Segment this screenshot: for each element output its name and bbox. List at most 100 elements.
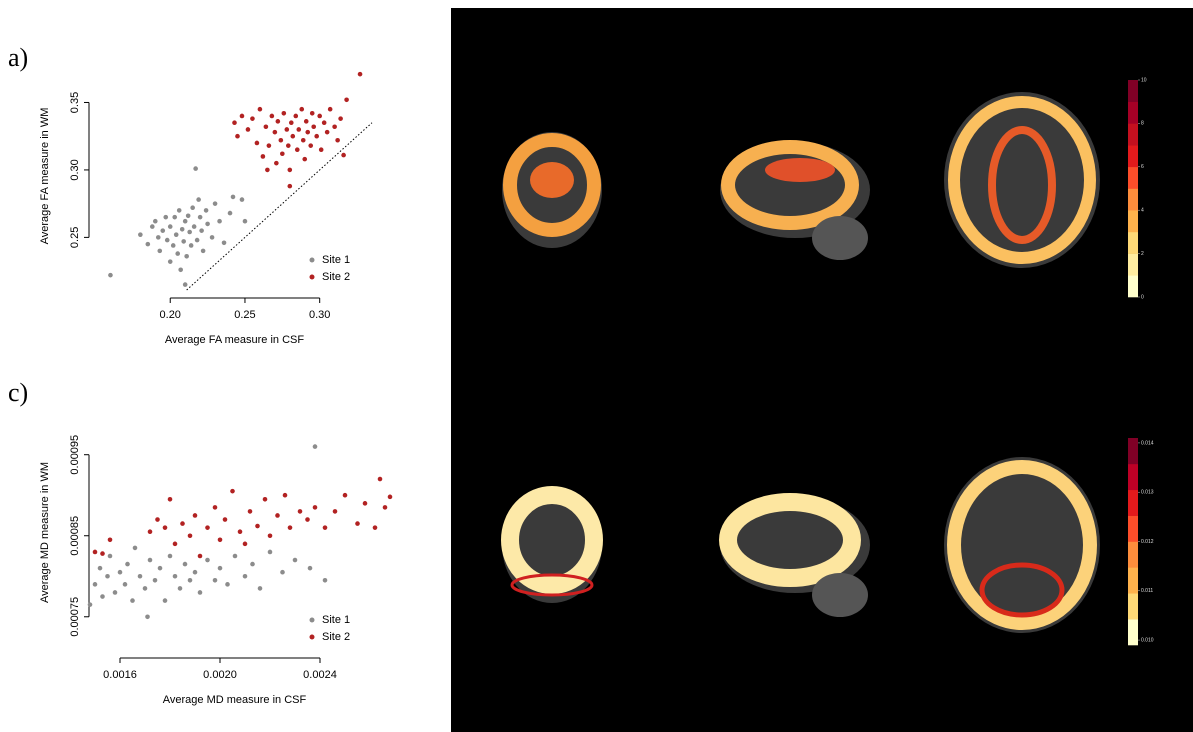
point [107, 537, 113, 543]
colorbar-label: 10 [1141, 77, 1147, 83]
point [192, 513, 198, 518]
point [308, 143, 314, 148]
point [196, 197, 201, 202]
point [332, 509, 338, 514]
point [185, 213, 191, 219]
panel-label: b) [482, 43, 504, 72]
y-tick-label: 0.25 [69, 227, 81, 248]
point [303, 119, 309, 124]
point [173, 232, 179, 237]
point [157, 248, 163, 254]
point [332, 124, 337, 130]
point [287, 167, 293, 173]
point [281, 110, 287, 116]
point [239, 113, 245, 119]
point [287, 525, 293, 530]
colorbar-band [1128, 101, 1138, 124]
legend-label: Site 2 [322, 631, 350, 643]
point [164, 237, 170, 243]
point [250, 116, 255, 121]
point [217, 565, 223, 571]
point [149, 224, 155, 229]
point [172, 541, 178, 547]
point [262, 496, 268, 502]
point [355, 521, 360, 526]
point [288, 120, 294, 126]
point [247, 509, 253, 514]
point [170, 243, 176, 248]
point [167, 553, 173, 559]
colorbar-label: 8 [1141, 121, 1144, 127]
point [197, 590, 203, 595]
point [296, 127, 302, 132]
colorbar-band [1128, 515, 1138, 542]
colorbar-label: 0.010 [1141, 637, 1154, 643]
x-tick-label: 0.0016 [103, 669, 137, 681]
point [275, 119, 281, 124]
point [269, 113, 275, 119]
point [97, 565, 103, 571]
point [257, 106, 263, 112]
point [182, 282, 188, 287]
point [177, 586, 183, 591]
point [122, 582, 128, 587]
point [232, 553, 238, 559]
point [188, 243, 194, 248]
point [284, 127, 290, 132]
point [275, 513, 280, 518]
point [292, 557, 298, 563]
point [338, 116, 343, 121]
y-tick-label: 0.00095 [69, 435, 81, 475]
point [163, 214, 169, 220]
point [230, 488, 235, 494]
point [217, 218, 222, 224]
point [312, 505, 318, 510]
point [125, 561, 130, 567]
point [203, 208, 209, 213]
legend-marker [309, 274, 315, 280]
point [239, 197, 245, 202]
colorbar-band [1128, 541, 1138, 568]
y-axis-label: Average FA measure in WM [39, 108, 51, 245]
point [180, 521, 185, 526]
point [105, 573, 110, 579]
x-tick-label: 0.0020 [203, 669, 237, 681]
point [217, 537, 223, 543]
point [197, 553, 203, 559]
point [209, 235, 215, 240]
brain-images-d [501, 457, 1100, 633]
point [280, 151, 285, 157]
point [341, 152, 346, 158]
point [300, 137, 306, 143]
point [152, 218, 158, 224]
point [307, 565, 313, 571]
point [305, 129, 311, 135]
colorbar-band [1128, 489, 1138, 516]
point [318, 147, 324, 152]
point [254, 140, 260, 146]
point [250, 561, 255, 567]
point [222, 517, 228, 522]
point [265, 167, 270, 173]
panel-label: a) [8, 43, 28, 72]
point [344, 97, 349, 103]
point [260, 154, 266, 159]
colorbar-band [1128, 593, 1138, 620]
colorbar-band [1128, 438, 1138, 465]
point [327, 106, 333, 112]
point [305, 517, 310, 522]
point [237, 529, 243, 534]
point [232, 120, 237, 126]
point [179, 226, 185, 232]
point [145, 241, 151, 247]
legend-label: Site 1 [322, 254, 350, 266]
point [205, 525, 210, 530]
point [190, 205, 195, 211]
colorbar-label: 6 [1141, 164, 1144, 170]
point [255, 523, 260, 529]
point [299, 106, 305, 112]
point [278, 137, 284, 143]
x-tick-label: 0.20 [160, 309, 181, 321]
point [172, 573, 178, 579]
point [162, 598, 168, 603]
